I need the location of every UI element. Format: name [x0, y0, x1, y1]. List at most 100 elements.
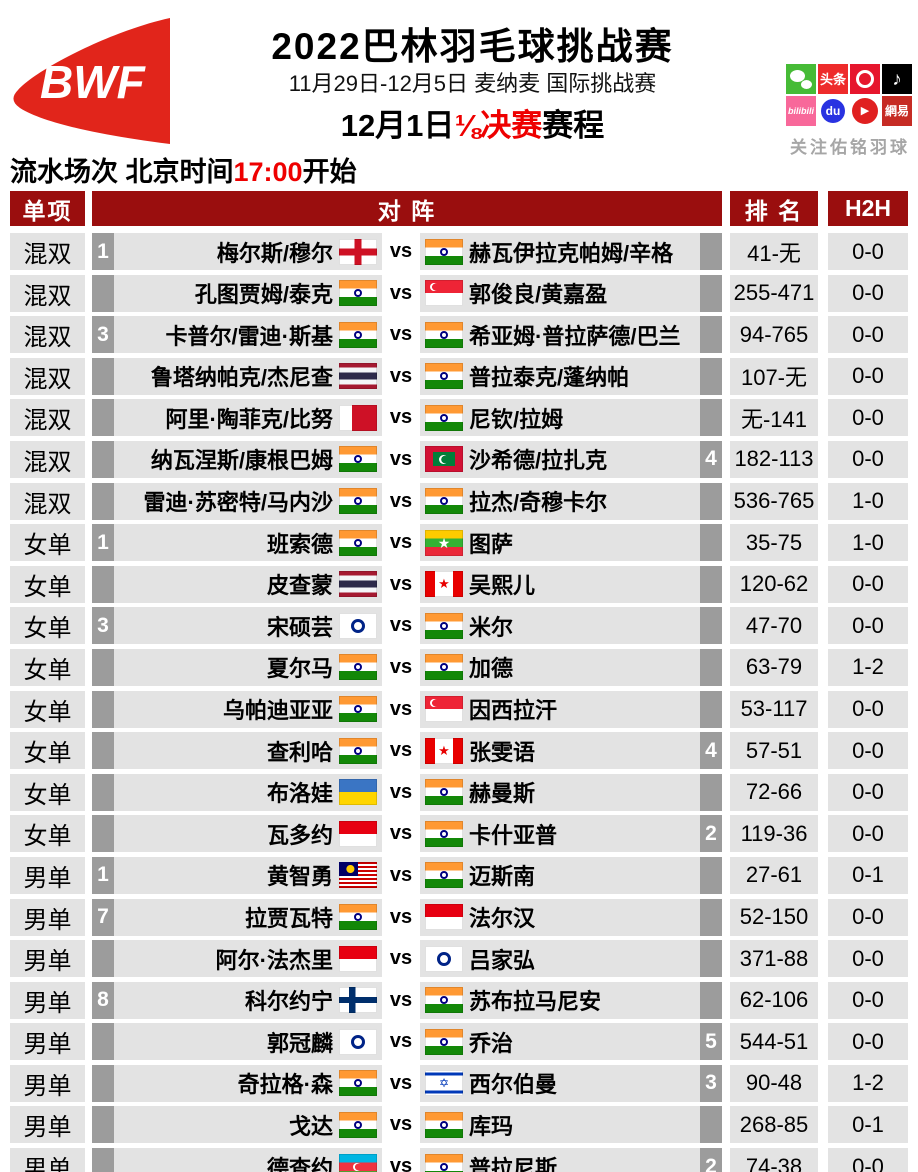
player2-bar: 苏布拉马尼安 [420, 981, 700, 1019]
player1-bar: 纳瓦涅斯/康根巴姆 [114, 440, 382, 478]
matchup-cell: 奇拉格·森 vs 西尔伯曼 3 [92, 1064, 722, 1102]
table-row: 男单 阿尔·法杰里 vs 吕家弘 371-88 0-0 [10, 940, 912, 978]
player2-name: 张雯语 [469, 739, 536, 765]
ina-flag-icon [339, 945, 377, 972]
ind-flag-icon [339, 280, 377, 307]
vs-label: vs [389, 572, 413, 595]
table-row: 男单 德查约 vs 普拉尼斯 2 74-38 0-0 [10, 1148, 912, 1172]
vs-label: vs [389, 1071, 413, 1094]
player1-bar: 郭冠麟 [114, 1023, 382, 1061]
category-cell: 女单 [10, 524, 85, 562]
player1-bar: 孔图贾姆/泰克 [114, 274, 382, 312]
eng-flag-icon [339, 238, 377, 265]
player1-bar: 班索德 [114, 524, 382, 562]
table-row: 女单 皮查蒙 vs 吴熙儿 120-62 0-0 [10, 565, 912, 603]
vs-label: vs [389, 281, 413, 304]
table-row: 女单 1 班索德 vs 图萨 35-75 1-0 [10, 524, 912, 562]
rank-cell: 120-62 [730, 565, 818, 603]
player2-bar: 希亚姆·普拉萨德/巴兰 [420, 316, 700, 354]
player1-name: 查利哈 [266, 739, 333, 765]
weibo-icon [850, 64, 880, 94]
player1-name: 宋硕芸 [266, 614, 333, 640]
category-cell: 男单 [10, 940, 85, 978]
rank-cell: 255-471 [730, 274, 818, 312]
matchup-cell: 瓦多约 vs 卡什亚普 2 [92, 815, 722, 853]
category-cell: 男单 [10, 856, 85, 894]
h2h-cell: 0-0 [828, 1148, 908, 1172]
seed-tab-right: 3 [700, 1064, 722, 1102]
player2-bar: 库玛 [420, 1106, 700, 1144]
baidu-icon: du [818, 96, 848, 126]
tpe-flag-icon [339, 612, 377, 639]
player1-name: 郭冠麟 [266, 1030, 333, 1056]
player1-name: 雷迪·苏密特/马内沙 [143, 490, 333, 516]
matchup-cell: 布洛娃 vs 赫曼斯 [92, 773, 722, 811]
vs-label: vs [389, 697, 413, 720]
h2h-cell: 0-0 [828, 773, 908, 811]
category-cell: 女单 [10, 565, 85, 603]
player1-bar: 皮查蒙 [114, 565, 382, 603]
seed-tab-left [92, 274, 114, 312]
seed-tab-left [92, 1106, 114, 1144]
category-cell: 混双 [10, 274, 85, 312]
table-row: 混双 1 梅尔斯/穆尔 vs 赫瓦伊拉克帕姆/辛格 41-无 0-0 [10, 233, 912, 270]
rank-cell: 94-765 [730, 316, 818, 354]
table-row: 女单 布洛娃 vs 赫曼斯 72-66 0-0 [10, 773, 912, 811]
player2-name: 乔治 [469, 1030, 514, 1056]
matchup-cell: 戈达 vs 库玛 [92, 1106, 722, 1144]
seed-tab-right [700, 607, 722, 645]
table-row: 男单 戈达 vs 库玛 268-85 0-1 [10, 1106, 912, 1144]
player1-name: 阿里·陶菲克/比努 [165, 406, 333, 432]
player1-bar: 拉贾瓦特 [114, 898, 382, 936]
player1-name: 夏尔马 [266, 656, 333, 682]
column-header-category: 单项 [10, 191, 85, 226]
category-cell: 女单 [10, 773, 85, 811]
ind-flag-icon [339, 1111, 377, 1138]
seed-tab-left: 3 [92, 316, 114, 354]
player2-bar: 迈斯南 [420, 856, 700, 894]
isr-flag-icon [425, 1070, 463, 1097]
seed-tab-right [700, 399, 722, 437]
vs-label: vs [389, 822, 413, 845]
vs-label: vs [389, 364, 413, 387]
ind-flag-icon [339, 1070, 377, 1097]
h2h-cell: 0-0 [828, 732, 908, 770]
aze-flag-icon [339, 1153, 377, 1172]
table-row: 男单 1 黄智勇 vs 迈斯南 27-61 0-1 [10, 856, 912, 894]
social-icon-grid: 头条 ♪ bilibili du ▶ 網易 [786, 64, 914, 126]
play-icon: ▶ [850, 96, 880, 126]
player2-name: 加德 [469, 656, 514, 682]
player1-name: 卡普尔/雷迪·斯基 [165, 323, 333, 349]
category-cell: 混双 [10, 316, 85, 354]
player1-name: 班索德 [266, 531, 333, 557]
player1-bar: 鲁塔纳帕克/杰尼查 [114, 357, 382, 395]
table-row: 混双 纳瓦涅斯/康根巴姆 vs 沙希德/拉扎克 4 182-113 0-0 [10, 440, 912, 478]
h2h-cell: 1-2 [828, 1064, 908, 1102]
player1-name: 黄智勇 [266, 864, 333, 890]
mas-flag-icon [339, 862, 377, 889]
player2-bar: 米尔 [420, 607, 700, 645]
table-row: 混双 3 卡普尔/雷迪·斯基 vs 希亚姆·普拉萨德/巴兰 94-765 0-0 [10, 316, 912, 354]
h2h-cell: 0-0 [828, 440, 908, 478]
table-row: 男单 7 拉贾瓦特 vs 法尔汉 52-150 0-0 [10, 898, 912, 936]
table-header-row: 单项 对 阵 排 名 H2H [10, 191, 912, 226]
schedule-line: 12月1日⅛决赛赛程 [185, 100, 760, 145]
seed-tab-left [92, 1023, 114, 1061]
vs-label: vs [389, 905, 413, 928]
player2-bar: 吴熙儿 [420, 565, 700, 603]
seed-tab-left [92, 690, 114, 728]
player2-name: 希亚姆·普拉萨德/巴兰 [469, 323, 681, 349]
ind-flag-icon [425, 820, 463, 847]
player1-name: 布洛娃 [266, 781, 333, 807]
category-cell: 混双 [10, 440, 85, 478]
rank-cell: 119-36 [730, 815, 818, 853]
mmr-flag-icon [425, 529, 463, 556]
session-info-line: 流水场次 北京时间17:00开始 [10, 150, 357, 189]
page-title: 2022巴林羽毛球挑战赛 [271, 26, 674, 67]
bhr-flag-icon [339, 404, 377, 431]
player1-bar: 奇拉格·森 [114, 1064, 382, 1102]
seed-tab-right: 2 [700, 1148, 722, 1172]
column-header-rank: 排 名 [730, 191, 818, 226]
h2h-cell: 0-0 [828, 607, 908, 645]
column-header-matchup: 对 阵 [92, 191, 722, 226]
